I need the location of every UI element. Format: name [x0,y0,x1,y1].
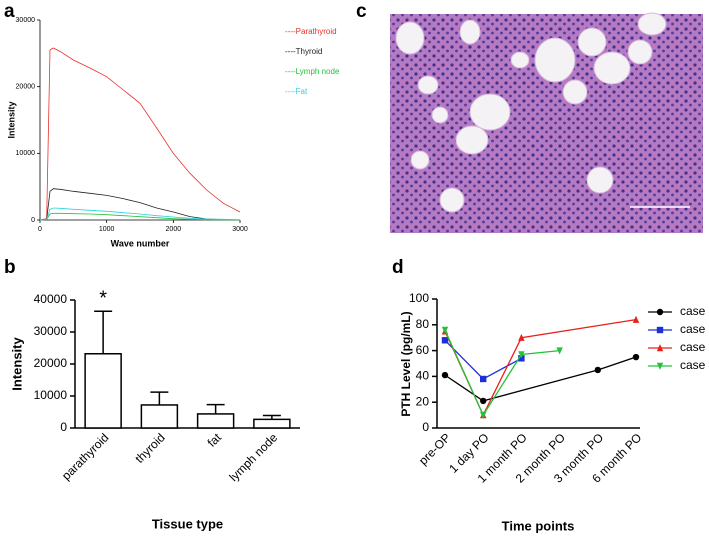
marker [480,397,487,405]
y-tick-label: 10000 [34,388,68,402]
y-tick-label: 40000 [34,292,68,306]
marker [518,355,525,362]
panel-label: b [4,257,16,278]
y-tick-label: 10000 [16,150,36,157]
legend-label: ----Lymph node [285,67,340,76]
marker [480,411,487,419]
series-line [444,356,637,402]
y-tick-label: 40 [416,369,430,383]
legend-label: ----Fat [285,87,308,96]
marker [656,344,664,352]
legend-label: case 4 [680,358,709,372]
x-axis-label: Tissue type [152,516,223,531]
spectrum-line [39,188,241,221]
marker [556,347,563,355]
legend-label: case 1 [680,304,709,318]
y-tick-label: 80 [416,317,430,331]
marker [632,353,640,361]
y-tick-label: 0 [60,420,67,434]
spectrum-line [39,47,241,221]
marker [518,333,525,341]
marker [632,315,640,323]
y-tick-label: 0 [31,217,35,224]
marker [518,351,525,359]
marker [480,375,487,383]
marker [441,326,449,334]
y-axis-label: Intensity [9,337,24,391]
y-tick-label: 30000 [34,324,68,338]
y-tick-label: 30000 [16,17,36,24]
y-tick-label: 100 [409,291,429,305]
marker [441,371,449,379]
x-tick-label: lymph node [226,430,280,484]
y-axis-label: PTH Level (pg/mL) [399,311,413,416]
spectrum-line [39,212,241,221]
x-tick-label: 0 [38,226,42,233]
series-line [444,329,560,417]
x-tick-label: thyroid [132,430,167,465]
bar [140,404,179,429]
bar [253,418,291,429]
y-tick-label: 20 [416,394,430,408]
legend-label: ----Thyroid [285,47,322,56]
y-tick-label: 60 [416,343,430,357]
x-tick-label: 2000 [166,226,182,233]
bar [84,353,122,429]
spectrum-line [39,207,241,221]
panel-label: d [392,257,404,278]
annotation: * [99,287,107,309]
legend-label: case 2 [680,322,709,336]
x-axis-label: Wave number [111,238,170,248]
y-tick-label: 20000 [34,356,68,370]
bar [196,413,235,429]
x-tick-label: parathyroid [59,430,111,482]
marker [656,326,664,334]
panel-label: a [4,1,15,22]
marker [441,337,449,344]
x-tick-label: 1000 [99,226,115,233]
marker [656,362,664,370]
x-tick-label: 3000 [232,226,248,233]
x-tick-label: pre-OP [416,430,453,467]
histology-image [390,12,703,233]
legend-label: ----Parathyroid [285,27,337,36]
marker [594,366,601,374]
legend-label: case 3 [680,340,709,354]
panel-label: c [356,1,367,22]
x-tick-label: fat [205,430,225,450]
y-axis-label: Intensity [6,101,16,138]
y-tick-label: 0 [422,420,429,434]
marker [656,308,664,316]
x-axis-label: Time points [502,518,575,533]
y-tick-label: 20000 [16,84,36,91]
